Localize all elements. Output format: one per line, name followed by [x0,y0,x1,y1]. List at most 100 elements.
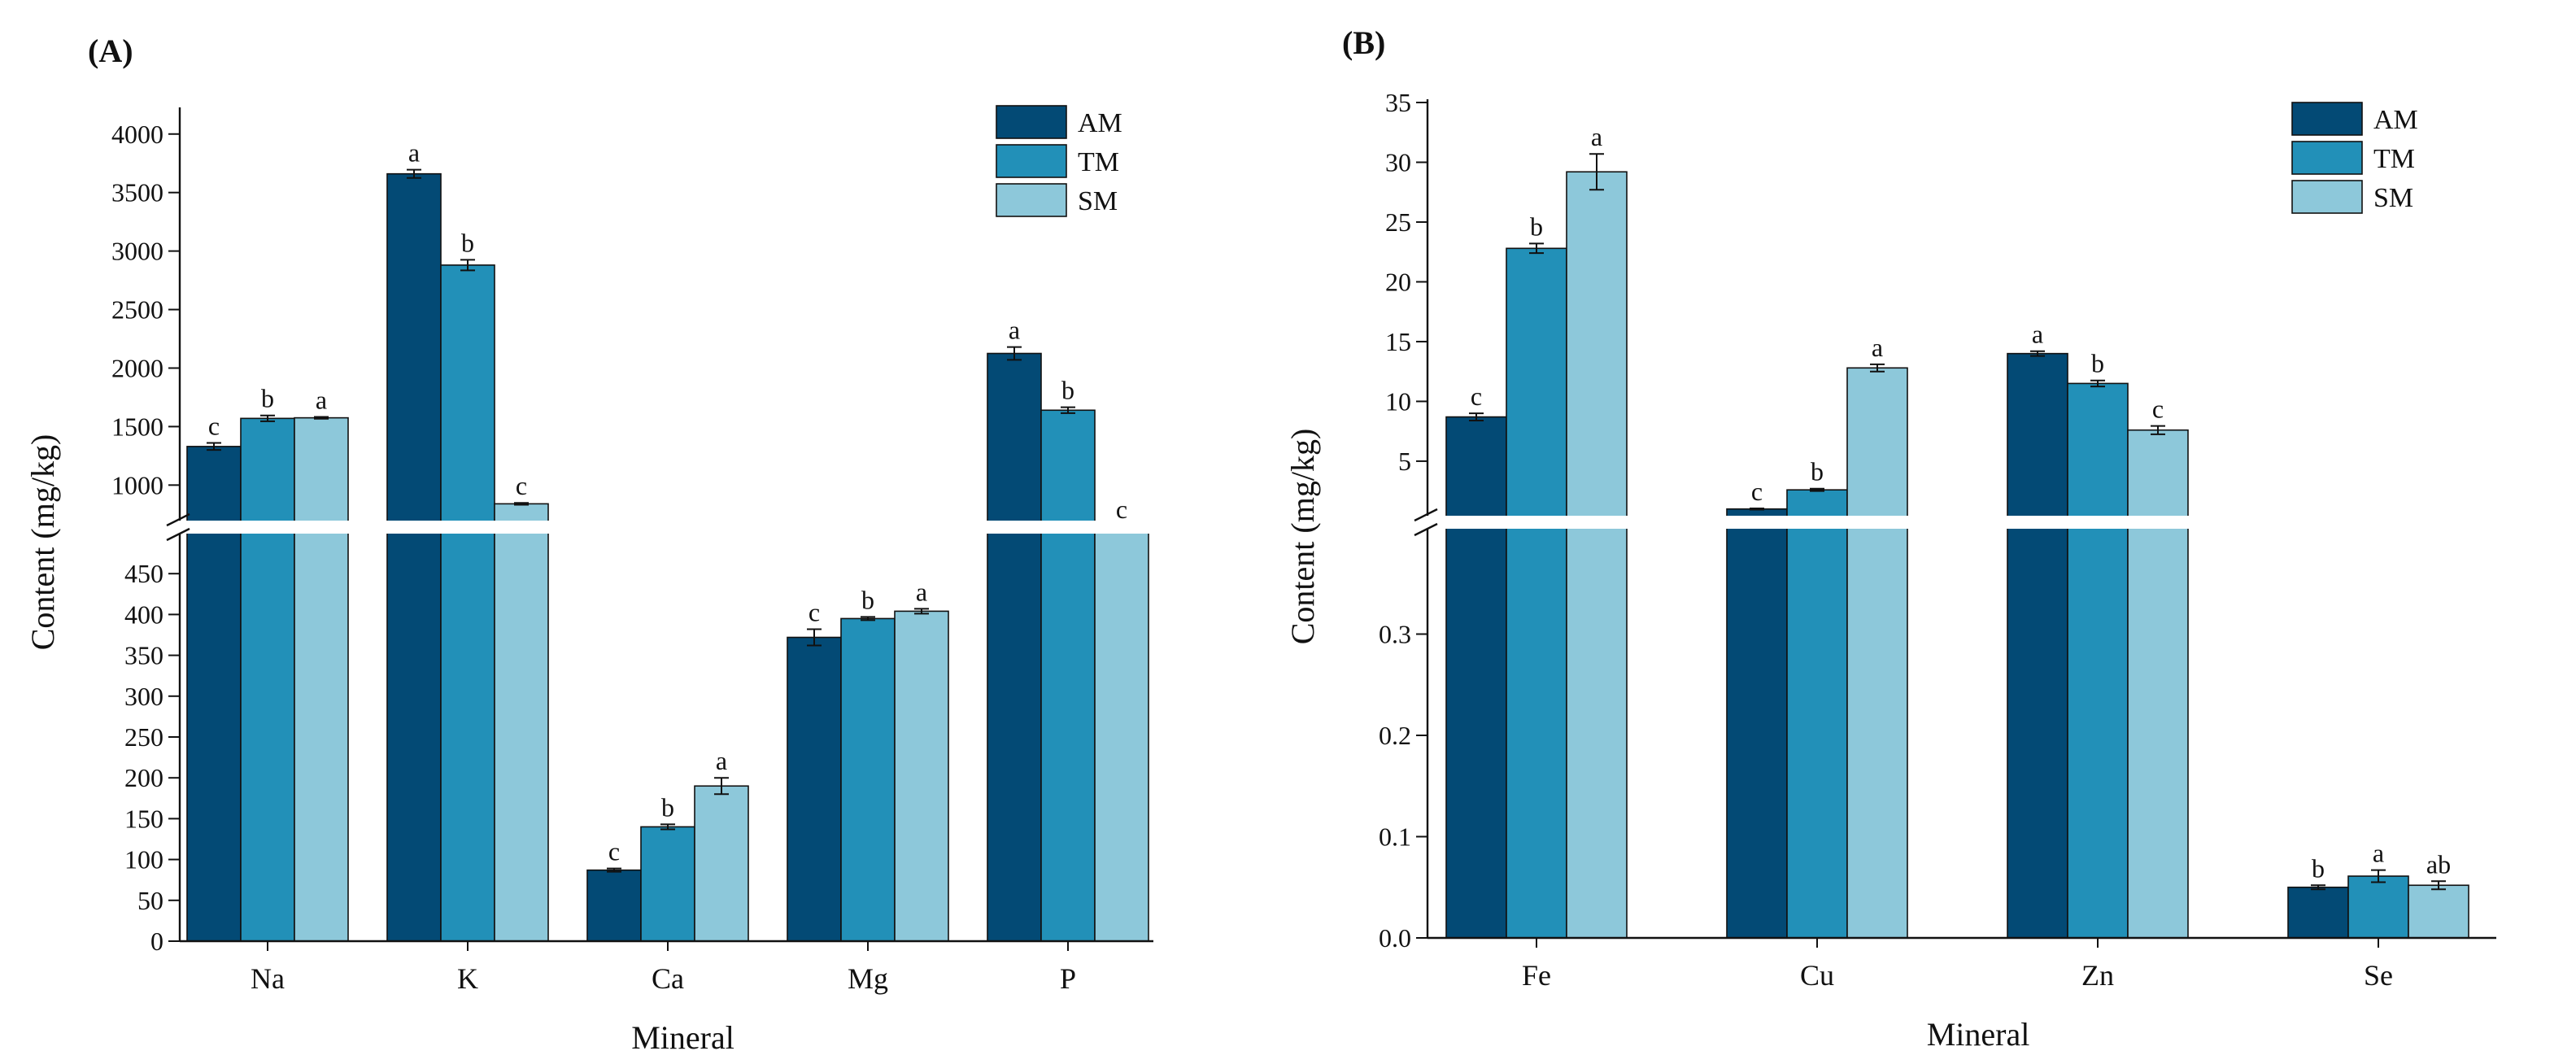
y-tick-label: 300 [124,682,163,711]
significance-letter: b [461,228,474,257]
significance-letter: a [2032,320,2043,349]
x-axis-title: Mineral [631,1019,734,1056]
bar-am-fe [1445,416,1507,939]
error-bar-sm-mg [914,608,929,615]
legend-label-am: AM [1078,108,1122,138]
y-tick-label: 0.1 [1379,822,1411,852]
y-tick-label: 150 [124,804,163,833]
x-tick-label: Na [251,962,285,995]
x-axis-title: Mineral [1927,1016,2030,1053]
y-tick-label: 0.3 [1379,620,1411,649]
bar-sm-se [2408,884,2469,939]
error-bar-sm-ca [714,777,729,796]
error-bar-tm-k [460,259,475,272]
panel-label: (A) [88,33,133,69]
bar-tm-k [440,264,495,942]
y-tick-label: 30 [1385,147,1411,177]
legend-label-tm: TM [1078,147,1119,177]
error-bar-tm-mg [861,616,875,621]
bar-tm-ca [640,826,695,942]
y-tick-label: 15 [1385,327,1411,356]
y-tick-label: 400 [124,600,163,629]
significance-letter: c [516,471,527,500]
bar-tm-se [2347,875,2409,939]
significance-letter: c [2152,395,2164,424]
x-tick-label: Mg [848,962,888,995]
bar-tm-p [1040,409,1096,942]
y-tick-label: 1500 [111,412,163,441]
error-bar-tm-p [1061,406,1075,414]
y-tick-label: 0.0 [1379,923,1411,953]
y-tick-label: 0.2 [1379,721,1411,750]
legend-label-am: AM [2373,105,2418,135]
y-tick-label: 20 [1385,267,1411,296]
error-bar-am-mg [807,628,822,647]
error-bar-tm-ca [660,823,675,831]
bar-am-cu [1726,508,1788,939]
legend-swatch-sm [2291,180,2363,214]
y-tick-label: 250 [124,722,163,752]
error-bar-tm-zn [2090,379,2105,388]
significance-letter: ab [2426,849,2451,879]
y-tick-label: 4000 [111,120,163,149]
significance-letter: b [1811,457,1824,486]
bar-sm-ca [694,785,749,942]
legend-label-sm: SM [2373,183,2413,213]
y-tick-label: 100 [124,845,163,874]
x-tick-label: Fe [1522,959,1551,992]
significance-letter: b [2091,349,2104,378]
error-bar-am-cu [1750,507,1764,511]
error-bar-tm-na [260,414,275,422]
error-bar-am-na [207,442,221,451]
bar-tm-zn [2067,382,2129,939]
error-bar-am-fe [1469,412,1484,421]
x-tick-label: Cu [1800,959,1834,992]
bar-sm-p [1094,526,1149,942]
legend-swatch-am [2291,102,2363,136]
bar-sm-zn [2127,429,2189,939]
y-tick-label: 200 [124,763,163,792]
y-axis-title: Content (mg/kg) [24,434,61,651]
significance-letter: b [1530,211,1543,241]
y-tick-label: 350 [124,641,163,670]
panel-label: (B) [1342,24,1385,61]
significance-letter: c [1471,382,1482,411]
x-tick-label: Se [2364,959,2393,992]
legend: AM TM SM [2291,102,2418,214]
error-bar-am-se [2311,884,2325,891]
bar-tm-fe [1506,247,1567,939]
axis-break-gap [1395,516,2496,529]
axis-break-mark [1414,522,1438,537]
x-tick-label: Zn [2081,959,2114,992]
significance-letter: b [2312,853,2325,883]
bar-sm-cu [1846,367,1908,939]
y-tick-label: 3000 [111,237,163,266]
y-tick-label: 1000 [111,470,163,499]
x-tick-label: Ca [652,962,684,995]
error-bar-sm-cu [1870,363,1885,373]
significance-letter: c [1751,477,1763,506]
bar-am-p [987,352,1042,942]
bar-am-ca [586,869,642,942]
y-tick-label: 3500 [111,178,163,207]
significance-letter: a [2373,839,2384,868]
error-bar-sm-zn [2151,425,2165,435]
error-bar-tm-se [2371,869,2386,883]
bar-am-se [2287,886,2349,939]
significance-letter: c [809,597,820,626]
significance-letter: b [261,384,274,413]
significance-letter: a [408,138,420,168]
error-bar-am-zn [2030,350,2045,357]
y-axis-title: Content (mg/kg) [1284,429,1321,645]
bar-am-k [386,172,442,942]
y-tick-label: 10 [1385,386,1411,416]
error-bar-am-k [407,168,421,179]
y-tick-label: 450 [124,559,163,588]
y-tick-label: 0 [150,927,163,956]
axis-break-gap [147,521,1153,534]
bar-sm-mg [894,610,949,942]
legend-swatch-am [996,105,1067,139]
significance-letter: a [1872,333,1883,362]
y-tick-label: 25 [1385,207,1411,237]
